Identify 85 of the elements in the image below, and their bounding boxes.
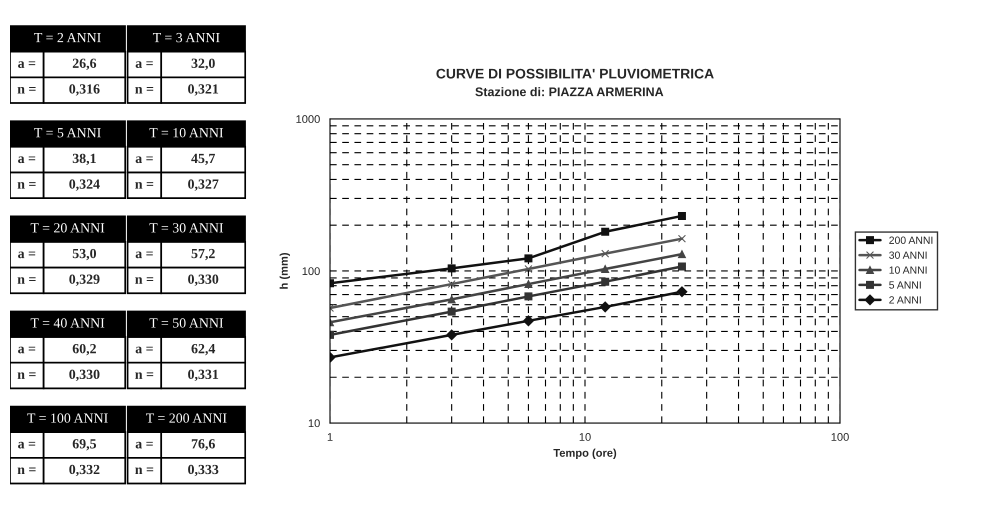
legend-label: 200 ANNI	[889, 236, 932, 244]
text: T = 20 ANNI	[30, 223, 104, 233]
legend-label: 2 ANNI	[889, 296, 921, 304]
point	[601, 228, 610, 236]
text: 53,0	[72, 248, 96, 260]
text: 45,7	[191, 154, 216, 166]
point	[678, 234, 686, 243]
point	[524, 265, 532, 274]
text: 69,5	[72, 439, 96, 450]
text: 57,2	[192, 248, 215, 260]
x-tick-label: 100	[832, 433, 849, 441]
text: 76,6	[192, 439, 215, 450]
text: 26,6	[72, 58, 96, 70]
point	[523, 315, 534, 326]
text: a =	[18, 442, 36, 448]
legend-label: 5 ANNI	[889, 281, 921, 289]
text: 0,332	[69, 464, 100, 476]
text: n =	[18, 467, 36, 474]
x-axis-title: Tempo (ore)	[553, 448, 616, 460]
point	[678, 212, 686, 220]
point	[524, 280, 532, 288]
y-tick-label: 100	[302, 267, 320, 276]
point	[524, 254, 532, 262]
x-tick-label: 10	[580, 433, 591, 441]
point	[448, 280, 456, 288]
point	[600, 302, 611, 312]
text: n =	[18, 86, 36, 94]
point	[601, 250, 610, 258]
point	[678, 262, 686, 270]
text: 0,329	[69, 274, 100, 286]
text: n =	[135, 372, 154, 379]
text: n =	[18, 372, 36, 379]
text: 0,321	[188, 84, 218, 96]
text: a =	[136, 252, 153, 258]
text: T = 2 ANNI	[34, 32, 101, 42]
point	[448, 308, 456, 316]
text: 0,330	[69, 370, 100, 382]
text: a =	[136, 346, 153, 354]
text: 62,4	[192, 344, 216, 356]
point	[524, 292, 532, 300]
text: T = 30 ANNI	[149, 223, 224, 233]
text: n =	[18, 277, 36, 284]
text: 38,1	[72, 154, 96, 166]
legend-label: 30 ANNI	[889, 251, 927, 259]
point	[448, 295, 456, 304]
text: 0,333	[188, 464, 218, 476]
point	[678, 250, 686, 258]
text: a =	[136, 156, 153, 164]
y-tick-label: 1000	[296, 115, 320, 124]
text: n =	[135, 467, 154, 474]
chart-subtitle: Stazione di: PIAZZA ARMERINA	[475, 87, 664, 96]
chart-title: CURVE DI POSSIBILITA' PLUVIOMETRICA	[436, 68, 714, 79]
text: T = 3 ANNI	[152, 32, 220, 42]
point	[601, 278, 610, 286]
text: a =	[136, 61, 153, 68]
text: n =	[135, 277, 154, 284]
point	[448, 264, 456, 272]
text: 0,327	[188, 179, 218, 191]
text: T = 10 ANNI	[149, 128, 224, 138]
point	[446, 329, 458, 340]
point	[601, 265, 610, 274]
text: 0,331	[188, 370, 218, 382]
text: T = 50 ANNI	[149, 318, 224, 328]
text: 0,324	[69, 179, 100, 191]
text: T = 40 ANNI	[30, 318, 104, 328]
text: T = 5 ANNI	[34, 128, 101, 138]
text: T = 200 ANNI	[146, 413, 227, 423]
text: a =	[18, 252, 36, 258]
text: 0,316	[69, 84, 100, 96]
text: n =	[135, 182, 154, 189]
point	[676, 286, 688, 298]
y-tick-label: 10	[308, 419, 320, 428]
x-tick-label: 1	[328, 433, 333, 441]
text: T = 100 ANNI	[27, 413, 108, 423]
text: a =	[18, 346, 36, 354]
text: 0,330	[188, 274, 218, 286]
y-axis-title: h (mm)	[280, 253, 290, 289]
text: 32,0	[192, 58, 215, 70]
text: a =	[18, 61, 36, 68]
text: a =	[136, 442, 153, 448]
text: a =	[18, 156, 36, 164]
text: n =	[135, 86, 154, 94]
text: n =	[18, 182, 36, 189]
legend-label: 10 ANNI	[890, 266, 927, 274]
text: 60,2	[72, 344, 96, 356]
